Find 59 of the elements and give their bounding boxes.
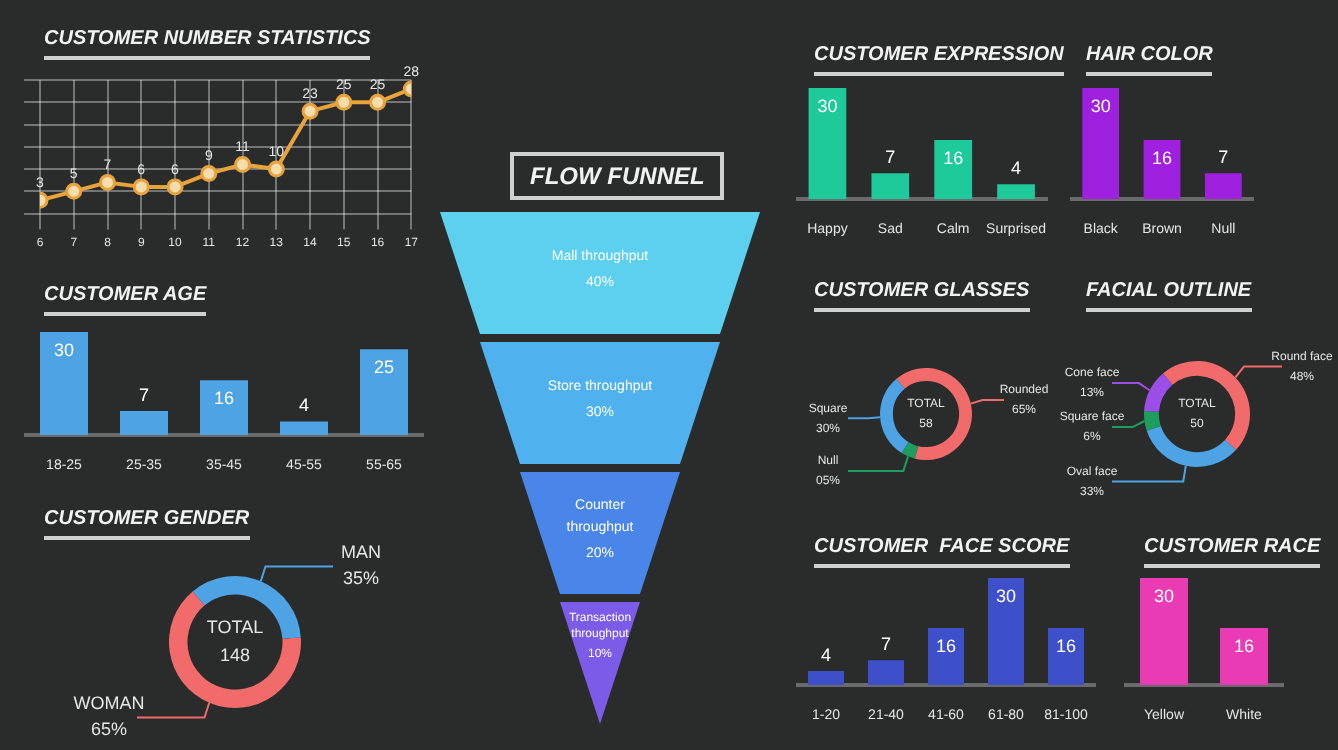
bar [988, 578, 1024, 686]
bar [808, 88, 847, 200]
data-label: 35% [342, 568, 380, 589]
point [166, 178, 184, 196]
data-label: 16 [1055, 636, 1077, 656]
data-label: 4 [1011, 158, 1022, 179]
point [267, 160, 285, 178]
bar [280, 421, 328, 436]
data-label: 30 [1153, 585, 1175, 606]
point [65, 182, 83, 200]
data-label: 16 [935, 636, 957, 656]
data-label: 16 [1233, 636, 1255, 656]
bar [997, 184, 1035, 200]
data-label: 16 [213, 388, 235, 409]
data-label: 30 [1090, 95, 1111, 116]
data-label: 65% [90, 719, 128, 740]
chart-title: CUSTOMER GENDER [44, 508, 250, 540]
chart-title: CUSTOMER AGE [44, 284, 207, 316]
bar [934, 139, 973, 200]
slice-label: WOMAN [73, 693, 145, 714]
data-label: 4 [820, 644, 832, 665]
text: 148 [219, 644, 251, 665]
chart-title: HAIR COLOR [1086, 44, 1213, 76]
text: FLOW FUNNEL [510, 152, 725, 200]
data-label: 30 [995, 585, 1017, 606]
point [99, 173, 117, 191]
data-label: 30 [817, 95, 838, 116]
data-label: 4 [298, 395, 310, 416]
point [301, 102, 319, 120]
bar [928, 628, 964, 686]
point [234, 156, 252, 174]
data-label: 16 [1151, 147, 1173, 168]
data-label: 16 [943, 147, 964, 168]
data-label: 7 [138, 385, 150, 406]
point [132, 178, 150, 196]
bar [808, 670, 844, 686]
bar [871, 173, 910, 200]
data-label: 7 [1218, 147, 1229, 168]
data-label: 7 [880, 634, 892, 655]
chart-title: CUSTOMER EXPRESSION [814, 44, 1064, 76]
chart-title: CUSTOMER NUMBER STATISTICS [44, 28, 371, 60]
slice-label: MAN [341, 542, 381, 563]
data-label: 25 [373, 357, 395, 378]
bar [120, 411, 168, 436]
text: TOTAL [206, 616, 264, 637]
bar [40, 332, 88, 436]
bar [868, 660, 904, 686]
point [369, 93, 387, 111]
chart-title: CUSTOMER FACE SCORE [814, 536, 1070, 568]
data-label: 30 [53, 339, 75, 360]
data-label: 7 [885, 147, 896, 168]
point [200, 165, 218, 183]
chart-title: CUSTOMER GLASSES [814, 280, 1030, 312]
chart-title: CUSTOMER RACE [1144, 536, 1321, 568]
bar [360, 349, 408, 436]
bar [1048, 628, 1084, 686]
bar [200, 380, 248, 436]
chart-title: FACIAL OUTLINE [1086, 280, 1252, 312]
point [335, 93, 353, 111]
